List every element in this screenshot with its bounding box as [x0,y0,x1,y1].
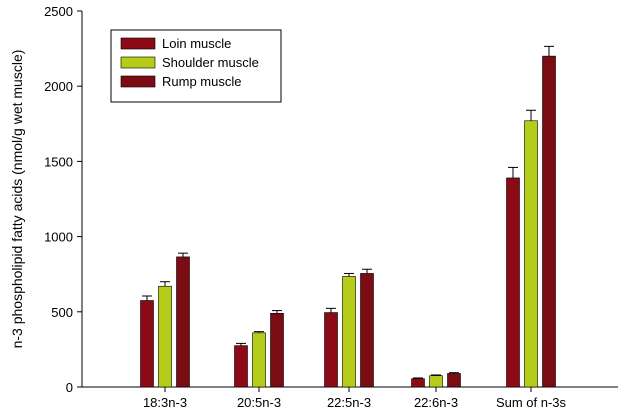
y-tick-label: 1000 [44,230,73,245]
x-ticks: 18:3n-3 20:5n-3 22:5n-3 22:6n-3 Sum of n-3s [143,387,567,410]
x-tick-label: 18:3n-3 [143,395,187,410]
bar-shoulder-muscle [252,332,266,388]
bar-shoulder-muscle [158,285,172,388]
legend-swatch [120,56,156,69]
y-tick-label: 500 [51,305,73,320]
legend-label: Loin muscle [162,36,231,51]
bar-loin-muscle [140,300,154,388]
y-tick-label: 2500 [44,4,73,19]
y-tick-label: 0 [66,380,73,395]
bar-rump-muscle [360,273,374,388]
bar-rump-muscle [270,313,284,388]
bar-rump-muscle [447,373,461,388]
bar-shoulder-muscle [524,120,538,388]
bar-loin-muscle [234,345,248,388]
bar-shoulder-muscle [342,276,356,388]
y-axis-title: n-3 phospholipid fatty acids (nmol/g wet… [9,50,25,349]
legend-swatch [120,37,156,50]
bar-loin-muscle [506,177,520,388]
x-tick-label: 22:5n-3 [327,395,371,410]
y-ticks: 0 500 1000 1500 2000 2500 [44,4,82,395]
x-tick-label: 20:5n-3 [237,395,281,410]
x-tick-label: 22:6n-3 [414,395,458,410]
x-tick-label: Sum of n-3s [496,395,567,410]
bars [140,55,556,388]
bar-rump-muscle [542,55,556,388]
bar-loin-muscle [324,312,338,388]
legend-label: Rump muscle [162,74,241,89]
bar-shoulder-muscle [429,375,443,388]
y-tick-label: 1500 [44,154,73,169]
legend-swatch [120,75,156,88]
y-tick-label: 2000 [44,79,73,94]
legend-label: Shoulder muscle [162,55,259,70]
bar-loin-muscle [411,378,425,388]
bar-rump-muscle [176,256,190,388]
legend: Loin muscle Shoulder muscle Rump muscle [110,29,282,103]
error-bars [142,45,554,379]
